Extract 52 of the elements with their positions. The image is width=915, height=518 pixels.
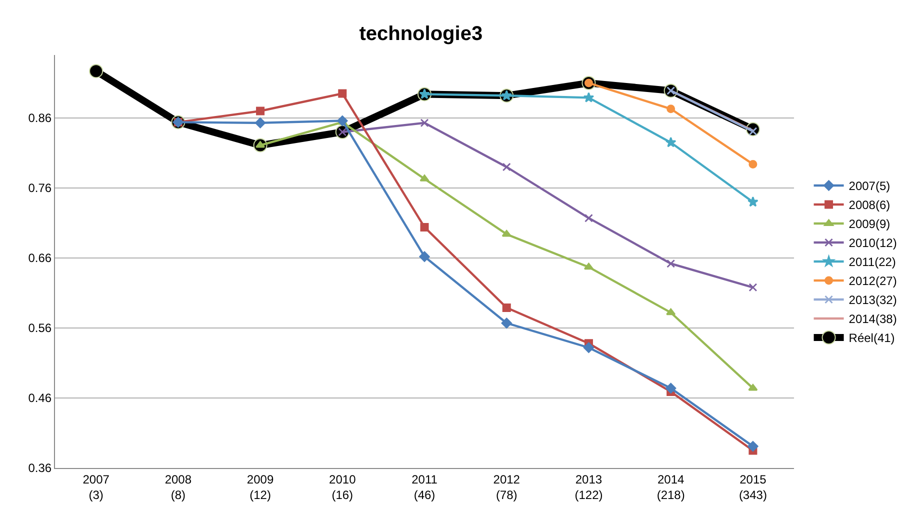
point <box>666 104 676 114</box>
x-tick-label: 2008 (8) <box>164 472 192 502</box>
y-tick-label: 0.66 <box>28 251 52 266</box>
point <box>502 230 512 237</box>
point <box>584 214 593 222</box>
point <box>254 118 266 128</box>
point <box>420 222 429 232</box>
legend-label: Réel(41) <box>848 331 895 346</box>
x-tick-label: 2007 (3) <box>82 472 110 502</box>
point <box>419 251 430 262</box>
point <box>748 160 758 168</box>
point <box>665 136 676 148</box>
x-tick-label: 2012 (78) <box>493 472 520 502</box>
point <box>502 303 511 312</box>
point <box>256 106 265 116</box>
point <box>583 92 594 102</box>
legend-label: 2008(6) <box>848 198 890 212</box>
y-tick-label: 0.76 <box>28 181 52 196</box>
x-tick-label: 2015 (343) <box>738 472 767 502</box>
legend-label: 2011(22) <box>848 255 896 270</box>
legend-label: 2010(12) <box>848 236 897 250</box>
point <box>584 262 594 270</box>
x-tick-label: 2011 (46) <box>412 472 438 502</box>
point <box>89 64 104 78</box>
y-tick-label: 0.46 <box>28 391 52 406</box>
point <box>748 283 758 292</box>
x-tick-label: 2010 (16) <box>329 472 356 502</box>
point <box>420 118 429 128</box>
point <box>666 308 676 316</box>
point <box>748 196 758 207</box>
point <box>420 174 430 182</box>
point <box>583 342 594 353</box>
point <box>338 89 347 98</box>
point <box>501 318 512 328</box>
legend-label: 2012(27) <box>848 274 897 288</box>
x-tick-label: 2014 (218) <box>656 472 685 502</box>
x-tick-label: 2009 (12) <box>246 472 274 502</box>
y-tick-label: 0.56 <box>28 321 52 336</box>
x-tick-label: 2013 (122) <box>574 472 603 502</box>
point <box>748 384 758 391</box>
point <box>748 441 758 452</box>
legend-label: 2009(9) <box>848 217 890 232</box>
y-tick-label: 0.36 <box>28 461 52 476</box>
point <box>666 382 676 394</box>
legend-label: 2007(5) <box>848 179 890 194</box>
y-tick-label: 0.86 <box>28 111 52 126</box>
point <box>501 90 512 100</box>
chart-title: technologie3 <box>359 22 483 45</box>
point <box>666 259 676 268</box>
legend-label: 2013(32) <box>848 293 897 308</box>
point <box>502 162 511 172</box>
legend-label: 2014(38) <box>848 312 897 326</box>
